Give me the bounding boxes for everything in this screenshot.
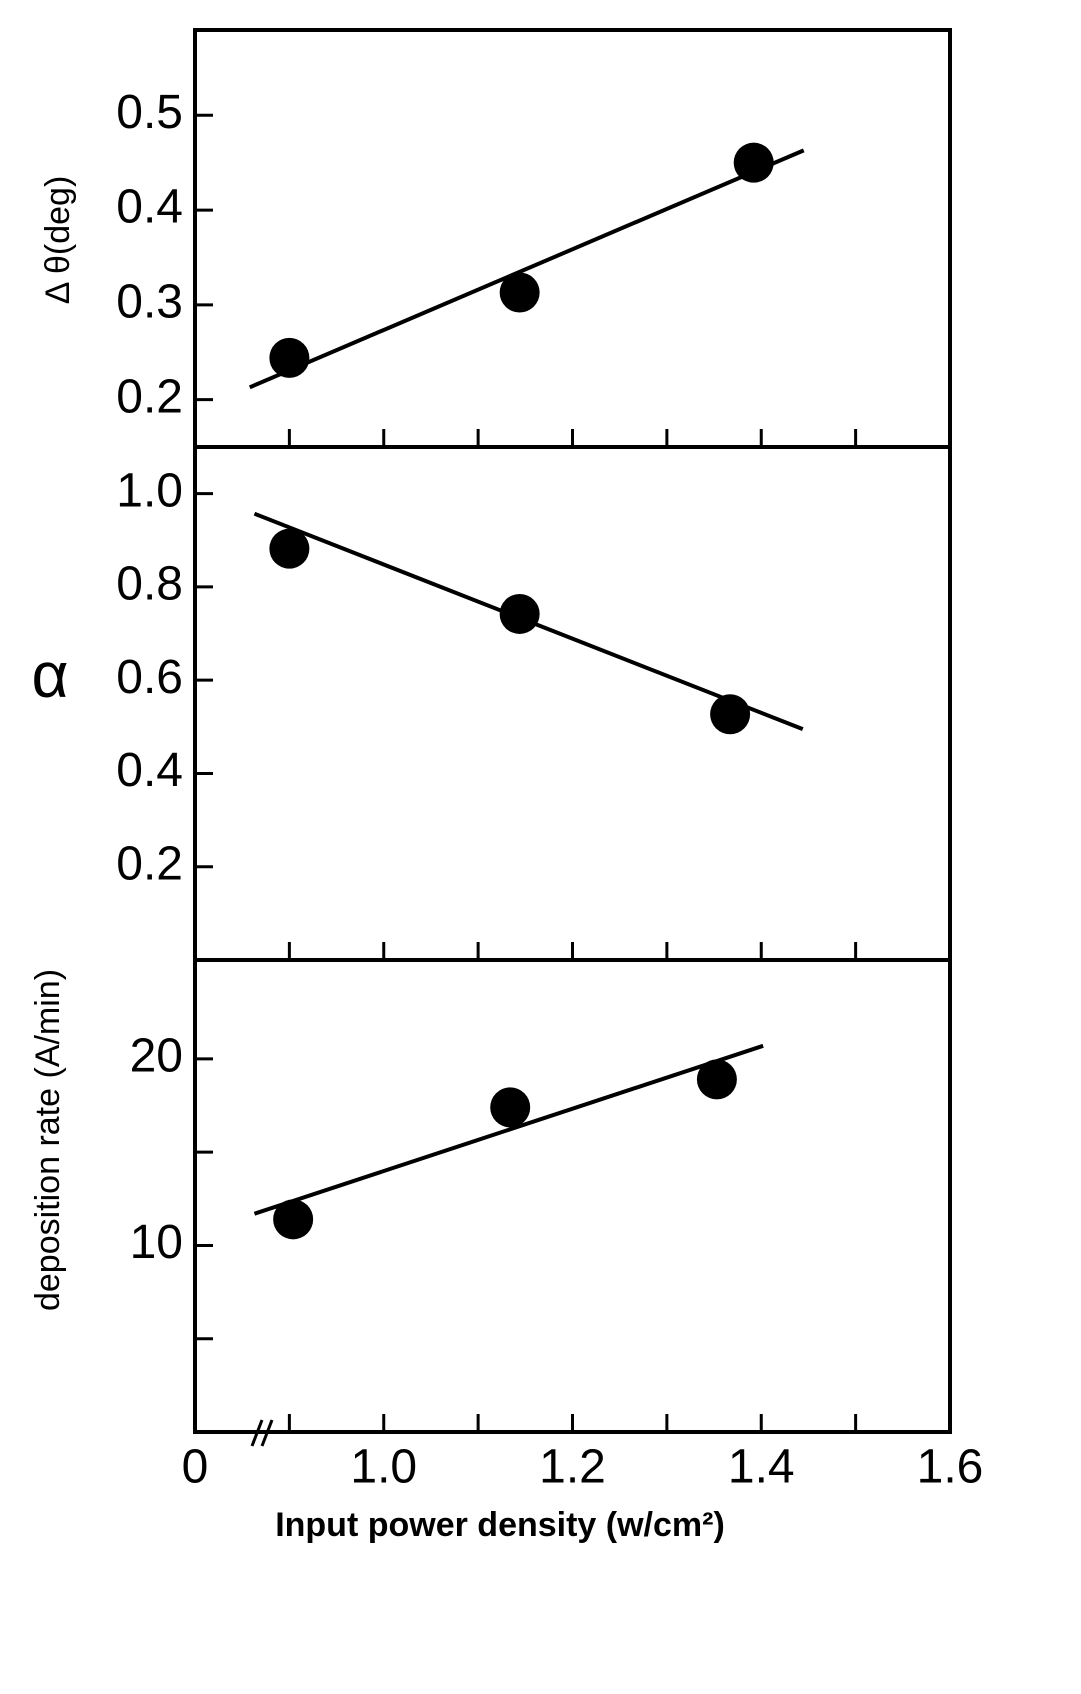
- fit-line: [253, 1043, 764, 1216]
- data-point: [490, 1087, 531, 1128]
- y-axis-label: α: [32, 639, 69, 711]
- x-tick-label: 0: [182, 1441, 209, 1494]
- panel-frame: [193, 28, 952, 449]
- data-point: [710, 694, 751, 735]
- panel-frame: [193, 445, 952, 962]
- data-point: [273, 1199, 314, 1240]
- data-point: [733, 142, 774, 183]
- y-tick-label: 0.4: [116, 181, 183, 234]
- y-tick-label: 0.8: [116, 558, 183, 611]
- y-tick-label: 0.6: [116, 651, 183, 704]
- y-tick-label: 0.4: [116, 744, 183, 797]
- fit-line: [248, 148, 805, 390]
- x-tick-label: 1.2: [539, 1441, 606, 1494]
- x-tick-label: 1.6: [917, 1441, 984, 1494]
- y-tick-label: 0.5: [116, 86, 183, 139]
- x-axis-label: Input power density (w/cm²): [275, 1506, 725, 1544]
- data-point: [499, 272, 540, 313]
- data-point: [269, 528, 310, 569]
- x-tick-label: 1.0: [350, 1441, 417, 1494]
- x-tick-label: 1.4: [728, 1441, 795, 1494]
- y-axis-label: deposition rate (A/min): [29, 969, 67, 1311]
- y-axis-label: Δ θ(deg): [39, 176, 77, 305]
- data-point: [269, 337, 310, 378]
- y-tick-label: 0.2: [116, 837, 183, 890]
- y-tick-label: 10: [130, 1216, 183, 1269]
- data-point: [696, 1059, 737, 1100]
- y-tick-label: 1.0: [116, 464, 183, 517]
- data-point: [499, 593, 540, 634]
- y-tick-label: 0.2: [116, 370, 183, 423]
- y-tick-label: 0.3: [116, 276, 183, 329]
- y-tick-label: 20: [130, 1030, 183, 1083]
